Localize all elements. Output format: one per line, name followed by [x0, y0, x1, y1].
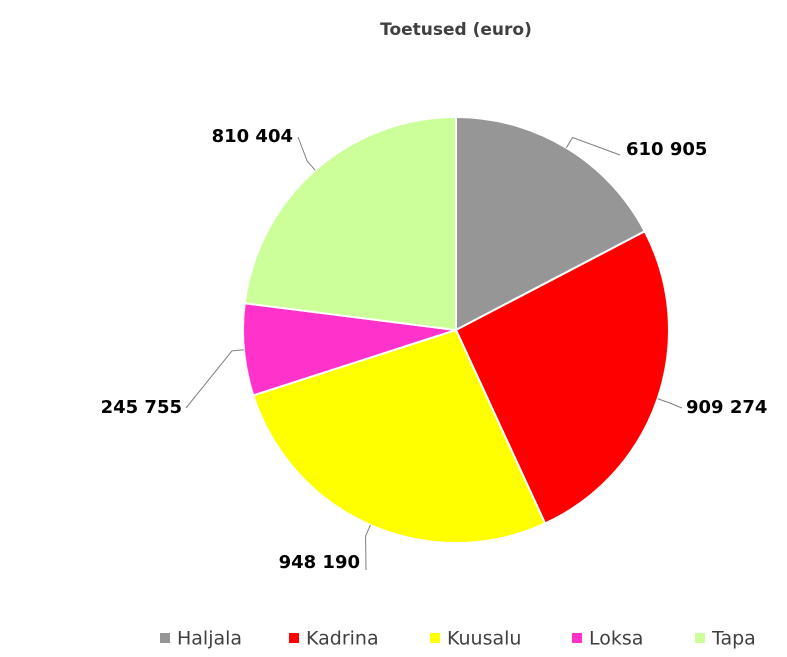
legend-swatch: [695, 633, 705, 643]
leader-line: [185, 349, 244, 409]
legend-swatch: [289, 633, 299, 643]
legend-label: Loksa: [589, 628, 643, 650]
data-label: 909 274: [686, 397, 767, 418]
pie-slice: [243, 115, 457, 332]
chart-title: Toetused (euro): [380, 20, 532, 40]
legend-swatch: [572, 633, 582, 643]
legend-label: Kadrina: [306, 628, 379, 650]
data-label: 245 755: [101, 397, 182, 418]
data-label: 810 404: [212, 126, 293, 147]
data-label: 610 905: [626, 139, 707, 160]
data-label: 948 190: [279, 552, 360, 573]
pie-slice: [454, 229, 670, 525]
leader-line: [365, 524, 371, 571]
legend-label: Haljala: [177, 628, 242, 650]
leader-line: [565, 136, 621, 156]
pie-slice: [455, 115, 647, 332]
pie-slice: [252, 328, 547, 544]
legend-label: Tapa: [711, 628, 756, 650]
leader-line: [297, 136, 316, 171]
leader-line: [657, 398, 683, 409]
legend-label: Kuusalu: [447, 628, 521, 650]
legend-swatch: [430, 633, 440, 643]
legend-swatch: [160, 633, 170, 643]
